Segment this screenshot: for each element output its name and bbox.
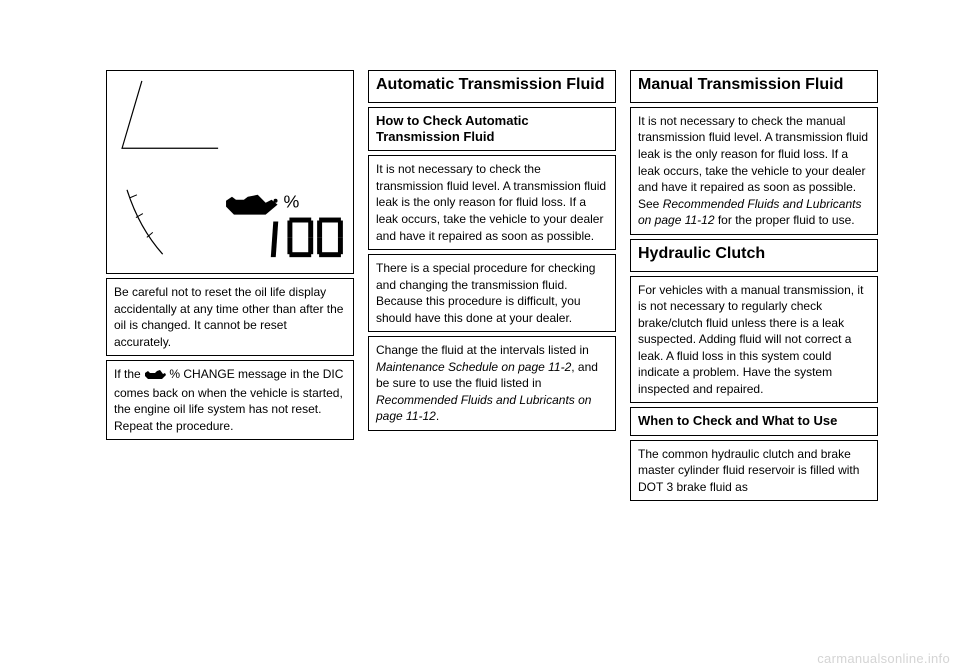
auto-trans-heading: Automatic Transmission Fluid: [376, 76, 608, 95]
dic-message-block: If the % CHANGE message in the DIC comes…: [106, 360, 354, 440]
auto-trans-subheading-block: How to Check Automatic Transmission Flui…: [368, 107, 616, 152]
column-1: %: [106, 70, 354, 501]
oil-life-display-image: %: [106, 70, 354, 274]
auto-trans-p2-block: There is a special procedure for checkin…: [368, 254, 616, 332]
auto-trans-p1-block: It is not necessary to check the transmi…: [368, 155, 616, 250]
oil-caption-text: Be careful not to reset the oil life dis…: [114, 285, 343, 349]
when-check-p: The common hydraulic clutch and brake ma…: [638, 447, 859, 494]
auto-trans-p1: It is not necessary to check the transmi…: [376, 162, 606, 242]
manual-trans-heading: Manual Transmission Fluid: [638, 76, 870, 95]
page: %: [0, 0, 960, 531]
recommended-fluids-ref: Recommended Fluids and Lubricants on pag…: [376, 393, 591, 424]
auto-trans-subheading: How to Check Automatic Transmission Flui…: [376, 113, 608, 146]
manual-trans-heading-block: Manual Transmission Fluid: [630, 70, 878, 103]
when-check-heading: When to Check and What to Use: [638, 413, 870, 429]
auto-trans-p3c: .: [436, 409, 439, 423]
auto-trans-p2: There is a special procedure for checkin…: [376, 261, 595, 325]
when-check-p-block: The common hydraulic clutch and brake ma…: [630, 440, 878, 502]
maintenance-schedule-ref: Maintenance Schedule on page 11-2: [376, 360, 571, 374]
oil-caption-block: Be careful not to reset the oil life dis…: [106, 278, 354, 356]
oil-can-icon: [144, 368, 166, 385]
manual-trans-p1-block: It is not necessary to check the manual …: [630, 107, 878, 235]
hydraulic-clutch-p-block: For vehicles with a manual transmission,…: [630, 276, 878, 404]
dic-text-before: If the: [114, 367, 144, 381]
auto-trans-p3-block: Change the fluid at the intervals listed…: [368, 336, 616, 431]
auto-trans-p3a: Change the fluid at the intervals listed…: [376, 343, 589, 357]
hydraulic-clutch-heading-block: Hydraulic Clutch: [630, 239, 878, 272]
hydraulic-clutch-p: For vehicles with a manual transmission,…: [638, 283, 863, 396]
when-check-heading-block: When to Check and What to Use: [630, 407, 878, 435]
auto-trans-heading-block: Automatic Transmission Fluid: [368, 70, 616, 103]
manual-trans-p1b: for the proper fluid to use.: [715, 213, 855, 227]
svg-text:%: %: [283, 192, 299, 212]
watermark-text: carmanualsonline.info: [817, 651, 950, 666]
column-3: Manual Transmission Fluid It is not nece…: [630, 70, 878, 501]
hydraulic-clutch-heading: Hydraulic Clutch: [638, 245, 870, 264]
column-2: Automatic Transmission Fluid How to Chec…: [368, 70, 616, 501]
